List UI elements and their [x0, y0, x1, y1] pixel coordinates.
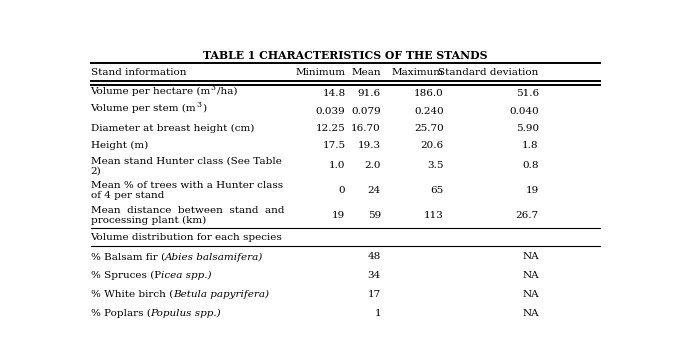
Text: 19: 19 [526, 186, 539, 195]
Text: 1.8: 1.8 [522, 141, 539, 150]
Text: 3.5: 3.5 [427, 161, 443, 171]
Text: Betula papyrifera): Betula papyrifera) [173, 290, 269, 299]
Text: 0.040: 0.040 [509, 106, 539, 116]
Text: NA: NA [522, 290, 539, 299]
Text: Standard deviation: Standard deviation [438, 68, 539, 77]
Text: 186.0: 186.0 [414, 90, 443, 99]
Text: % Balsam fir (: % Balsam fir ( [90, 252, 164, 261]
Text: 19.3: 19.3 [358, 141, 381, 150]
Text: Volume per stem (m: Volume per stem (m [90, 104, 196, 113]
Text: 1: 1 [374, 308, 381, 318]
Text: 12.25: 12.25 [315, 124, 346, 132]
Text: 26.7: 26.7 [516, 211, 539, 220]
Text: 1.0: 1.0 [329, 161, 346, 171]
Text: ): ) [202, 104, 206, 113]
Text: 51.6: 51.6 [516, 90, 539, 99]
Text: Diameter at breast height (cm): Diameter at breast height (cm) [90, 124, 254, 132]
Text: 17.5: 17.5 [322, 141, 346, 150]
Text: 14.8: 14.8 [322, 90, 346, 99]
Text: 3: 3 [196, 101, 201, 110]
Text: Stand information: Stand information [90, 68, 186, 77]
Text: % White birch (: % White birch ( [90, 290, 173, 299]
Text: 0: 0 [339, 186, 346, 195]
Text: 3: 3 [211, 84, 216, 92]
Text: 65: 65 [431, 186, 443, 195]
Text: icea spp.): icea spp.) [160, 271, 211, 280]
Text: % Spruces (P: % Spruces (P [90, 271, 160, 280]
Text: 2.0: 2.0 [365, 161, 381, 171]
Text: 59: 59 [368, 211, 381, 220]
Text: 5.90: 5.90 [516, 124, 539, 132]
Text: 0.079: 0.079 [351, 106, 381, 116]
Text: NA: NA [522, 308, 539, 318]
Text: Mean: Mean [351, 68, 381, 77]
Text: 0.8: 0.8 [522, 161, 539, 171]
Text: 0.240: 0.240 [414, 106, 443, 116]
Text: 16.70: 16.70 [351, 124, 381, 132]
Text: Volume per hectare (m: Volume per hectare (m [90, 87, 211, 96]
Text: Mean stand Hunter class (See Table
2): Mean stand Hunter class (See Table 2) [90, 156, 281, 176]
Text: Mean  distance  between  stand  and
processing plant (km): Mean distance between stand and processi… [90, 206, 284, 225]
Text: 0.039: 0.039 [315, 106, 346, 116]
Text: 48: 48 [368, 252, 381, 261]
Text: 25.70: 25.70 [414, 124, 443, 132]
Text: /ha): /ha) [217, 87, 237, 96]
Text: NA: NA [522, 252, 539, 261]
Text: Minimum: Minimum [295, 68, 346, 77]
Text: % Poplars (: % Poplars ( [90, 308, 150, 318]
Text: Volume distribution for each species: Volume distribution for each species [90, 233, 282, 242]
Text: TABLE 1 CHARACTERISTICS OF THE STANDS: TABLE 1 CHARACTERISTICS OF THE STANDS [203, 50, 488, 61]
Text: Maximum: Maximum [392, 68, 443, 77]
Text: 113: 113 [424, 211, 443, 220]
Text: 17: 17 [368, 290, 381, 299]
Text: 20.6: 20.6 [421, 141, 443, 150]
Text: 19: 19 [332, 211, 346, 220]
Text: NA: NA [522, 271, 539, 280]
Text: Populus spp.): Populus spp.) [150, 308, 221, 318]
Text: Mean % of trees with a Hunter class
of 4 per stand: Mean % of trees with a Hunter class of 4… [90, 181, 282, 200]
Text: 24: 24 [368, 186, 381, 195]
Text: Height (m): Height (m) [90, 141, 148, 150]
Text: 34: 34 [368, 271, 381, 280]
Text: Abies balsamifera): Abies balsamifera) [164, 252, 263, 262]
Text: 91.6: 91.6 [358, 90, 381, 99]
